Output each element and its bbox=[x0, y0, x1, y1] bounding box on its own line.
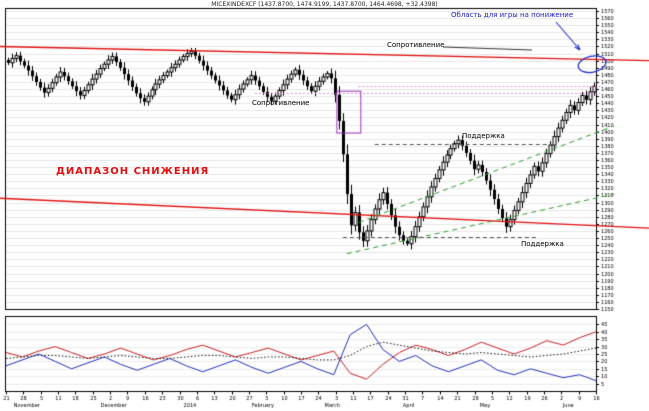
support-annotation-low: Поддержка bbox=[521, 240, 564, 248]
short-area-annotation: Область для игры на понижение bbox=[451, 11, 574, 19]
resistance-annotation-top: Сопротивление bbox=[387, 41, 445, 49]
support-annotation-mid: Поддержка bbox=[462, 132, 505, 140]
downtrend-range-annotation: ДИАПАЗОН СНИЖЕНИЯ bbox=[56, 166, 210, 177]
chart-title: MICEXINDEXCF (1437.8700, 1474.9199, 1437… bbox=[211, 1, 438, 8]
resistance-annotation-mid: Сопротивление bbox=[252, 99, 310, 107]
